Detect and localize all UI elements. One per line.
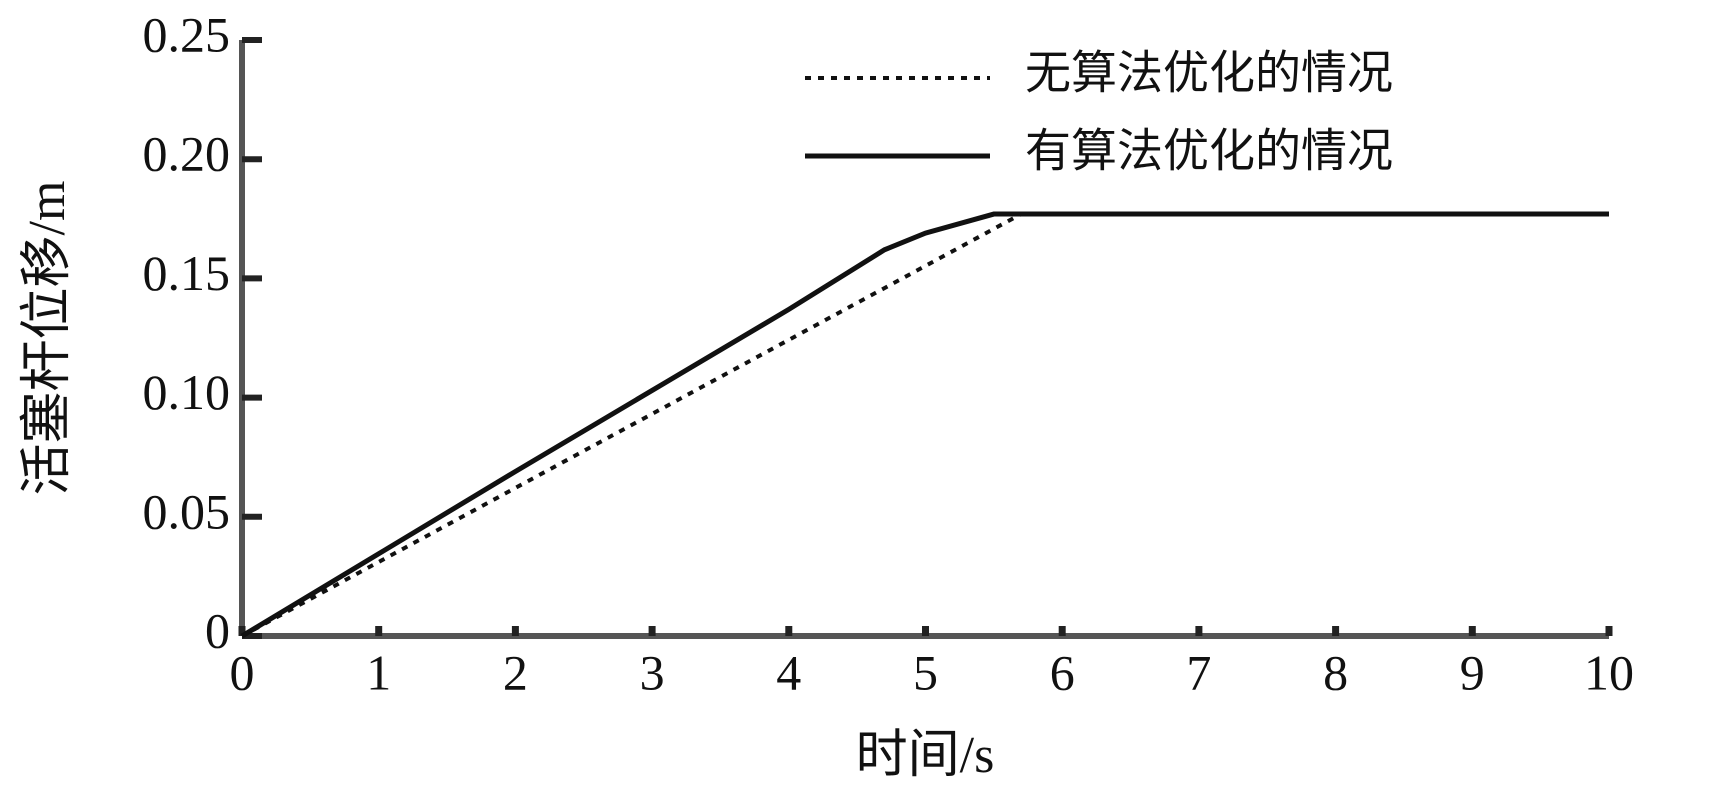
y-axis-title: 活塞杆位移/m xyxy=(19,181,76,496)
x-tick-label: 6 xyxy=(1050,644,1075,700)
y-tick-label: 0.10 xyxy=(143,364,231,420)
x-tick-label: 0 xyxy=(230,644,255,700)
x-axis-title: 时间/s xyxy=(856,727,995,784)
x-tick-label: 1 xyxy=(366,644,391,700)
y-tick-label: 0.20 xyxy=(143,126,231,182)
x-tick-label: 7 xyxy=(1186,644,1211,700)
x-tick-label: 2 xyxy=(503,644,528,700)
series-line xyxy=(241,212,1023,638)
x-tick-label: 10 xyxy=(1584,644,1634,700)
legend-label: 无算法优化的情况 xyxy=(1025,48,1393,99)
x-tick-label: 3 xyxy=(640,644,665,700)
x-tick-label: 9 xyxy=(1460,644,1485,700)
y-tick-label: 0.25 xyxy=(143,6,231,62)
x-tick-label: 4 xyxy=(776,644,801,700)
y-tick-label: 0.05 xyxy=(143,483,231,539)
series-line xyxy=(240,211,1609,639)
legend-label: 有算法优化的情况 xyxy=(1025,126,1393,177)
x-tick-label: 5 xyxy=(913,644,938,700)
y-tick-label: 0 xyxy=(205,602,230,658)
y-tick-label: 0.15 xyxy=(143,245,231,301)
x-tick-label: 8 xyxy=(1323,644,1348,700)
